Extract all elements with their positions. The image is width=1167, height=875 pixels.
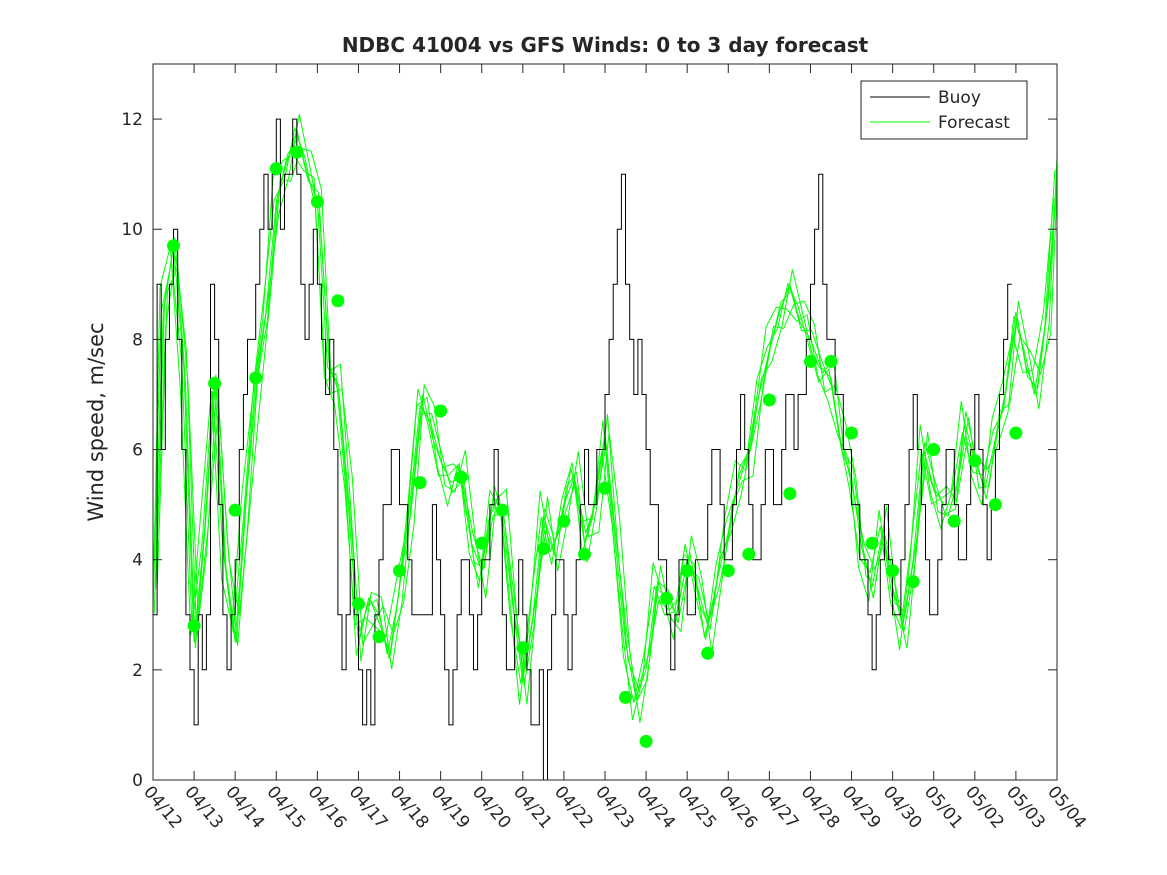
forecast-marker xyxy=(660,591,674,605)
series-layer xyxy=(152,114,1058,781)
forecast-marker xyxy=(742,547,756,561)
legend-forecast-label: Forecast xyxy=(938,113,1010,133)
y-tick-label: 2 xyxy=(132,661,143,681)
forecast-marker xyxy=(968,454,982,468)
x-tick-label: 05/02 xyxy=(961,782,1008,832)
y-tick-label: 10 xyxy=(121,220,143,240)
forecast-marker xyxy=(886,564,900,578)
x-tick-label: 04/28 xyxy=(797,782,844,832)
x-tick-label: 05/03 xyxy=(1002,782,1049,832)
forecast-marker xyxy=(495,503,509,517)
x-tick-label: 04/19 xyxy=(427,782,474,832)
x-tick-label: 04/13 xyxy=(180,782,227,832)
x-tick-label: 04/23 xyxy=(591,782,638,832)
x-tick-label: 04/29 xyxy=(838,782,885,832)
forecast-line xyxy=(155,114,1058,690)
forecast-marker xyxy=(762,393,776,407)
x-tick-label: 04/14 xyxy=(221,782,268,832)
forecast-line xyxy=(156,147,1058,723)
forecast-marker xyxy=(187,619,201,633)
forecast-marker xyxy=(208,376,222,390)
forecast-marker xyxy=(988,498,1002,512)
legend-buoy-label: Buoy xyxy=(938,88,981,108)
y-tick-label: 12 xyxy=(121,110,143,130)
y-tick-label: 4 xyxy=(132,551,143,571)
forecast-marker xyxy=(372,630,386,644)
forecast-marker xyxy=(434,404,448,418)
x-tick-label: 04/17 xyxy=(345,782,392,832)
x-tick-label: 04/21 xyxy=(509,782,556,832)
forecast-marker xyxy=(824,354,838,368)
forecast-marker xyxy=(269,162,283,176)
y-tick-label: 8 xyxy=(132,330,143,350)
forecast-marker xyxy=(804,354,817,368)
forecast-marker xyxy=(947,514,961,528)
x-tick-label: 04/26 xyxy=(714,782,761,832)
x-tick-label: 05/04 xyxy=(1043,782,1090,832)
forecast-marker xyxy=(783,487,797,501)
x-tick-label: 04/24 xyxy=(632,782,679,832)
x-tick-label: 04/22 xyxy=(550,782,597,832)
chart-title: NDBC 41004 vs GFS Winds: 0 to 3 day fore… xyxy=(342,33,869,57)
x-tick-label: 04/18 xyxy=(386,782,433,832)
forecast-marker xyxy=(619,690,632,704)
y-axis-label: Wind speed, m/sec xyxy=(84,322,108,521)
forecast-marker xyxy=(290,145,304,159)
forecast-marker xyxy=(352,597,365,611)
x-tick-label: 04/27 xyxy=(756,782,803,832)
x-tick-label: 04/16 xyxy=(304,782,351,832)
forecast-marker xyxy=(845,426,858,440)
forecast-marker xyxy=(598,481,612,495)
x-tick-label: 05/01 xyxy=(920,782,967,832)
x-tick-label: 04/25 xyxy=(673,782,720,832)
forecast-marker xyxy=(167,239,180,253)
forecast-line xyxy=(153,136,1058,703)
buoy-line xyxy=(153,118,1012,781)
forecast-marker xyxy=(1009,426,1023,440)
forecast-marker xyxy=(331,294,345,308)
y-tick-label: 0 xyxy=(132,771,143,791)
legend-box xyxy=(860,80,1028,140)
forecast-marker xyxy=(701,646,715,660)
forecast-marker xyxy=(413,476,427,490)
y-tick-label: 6 xyxy=(132,441,143,461)
forecast-marker xyxy=(557,514,571,528)
forecast-marker xyxy=(249,371,263,385)
forecast-marker xyxy=(639,734,653,748)
forecast-marker xyxy=(578,547,591,561)
forecast-marker xyxy=(680,564,694,578)
forecast-marker xyxy=(454,470,468,484)
forecast-marker xyxy=(927,443,941,456)
x-tick-label: 04/15 xyxy=(262,782,309,832)
forecast-marker xyxy=(536,542,550,556)
forecast-marker xyxy=(721,564,735,578)
x-tick-label: 04/12 xyxy=(139,782,186,832)
forecast-marker xyxy=(475,536,489,550)
forecast-marker xyxy=(228,503,242,517)
forecast-marker xyxy=(865,536,879,550)
forecast-marker xyxy=(310,195,324,209)
x-tick-label: 04/20 xyxy=(468,782,515,832)
x-tick-label: 04/30 xyxy=(879,782,926,832)
legend: Buoy Forecast xyxy=(860,80,1028,140)
forecast-marker xyxy=(906,575,920,589)
forecast-marker xyxy=(393,564,406,578)
forecast-marker xyxy=(516,641,530,655)
forecast-line xyxy=(152,154,1055,721)
